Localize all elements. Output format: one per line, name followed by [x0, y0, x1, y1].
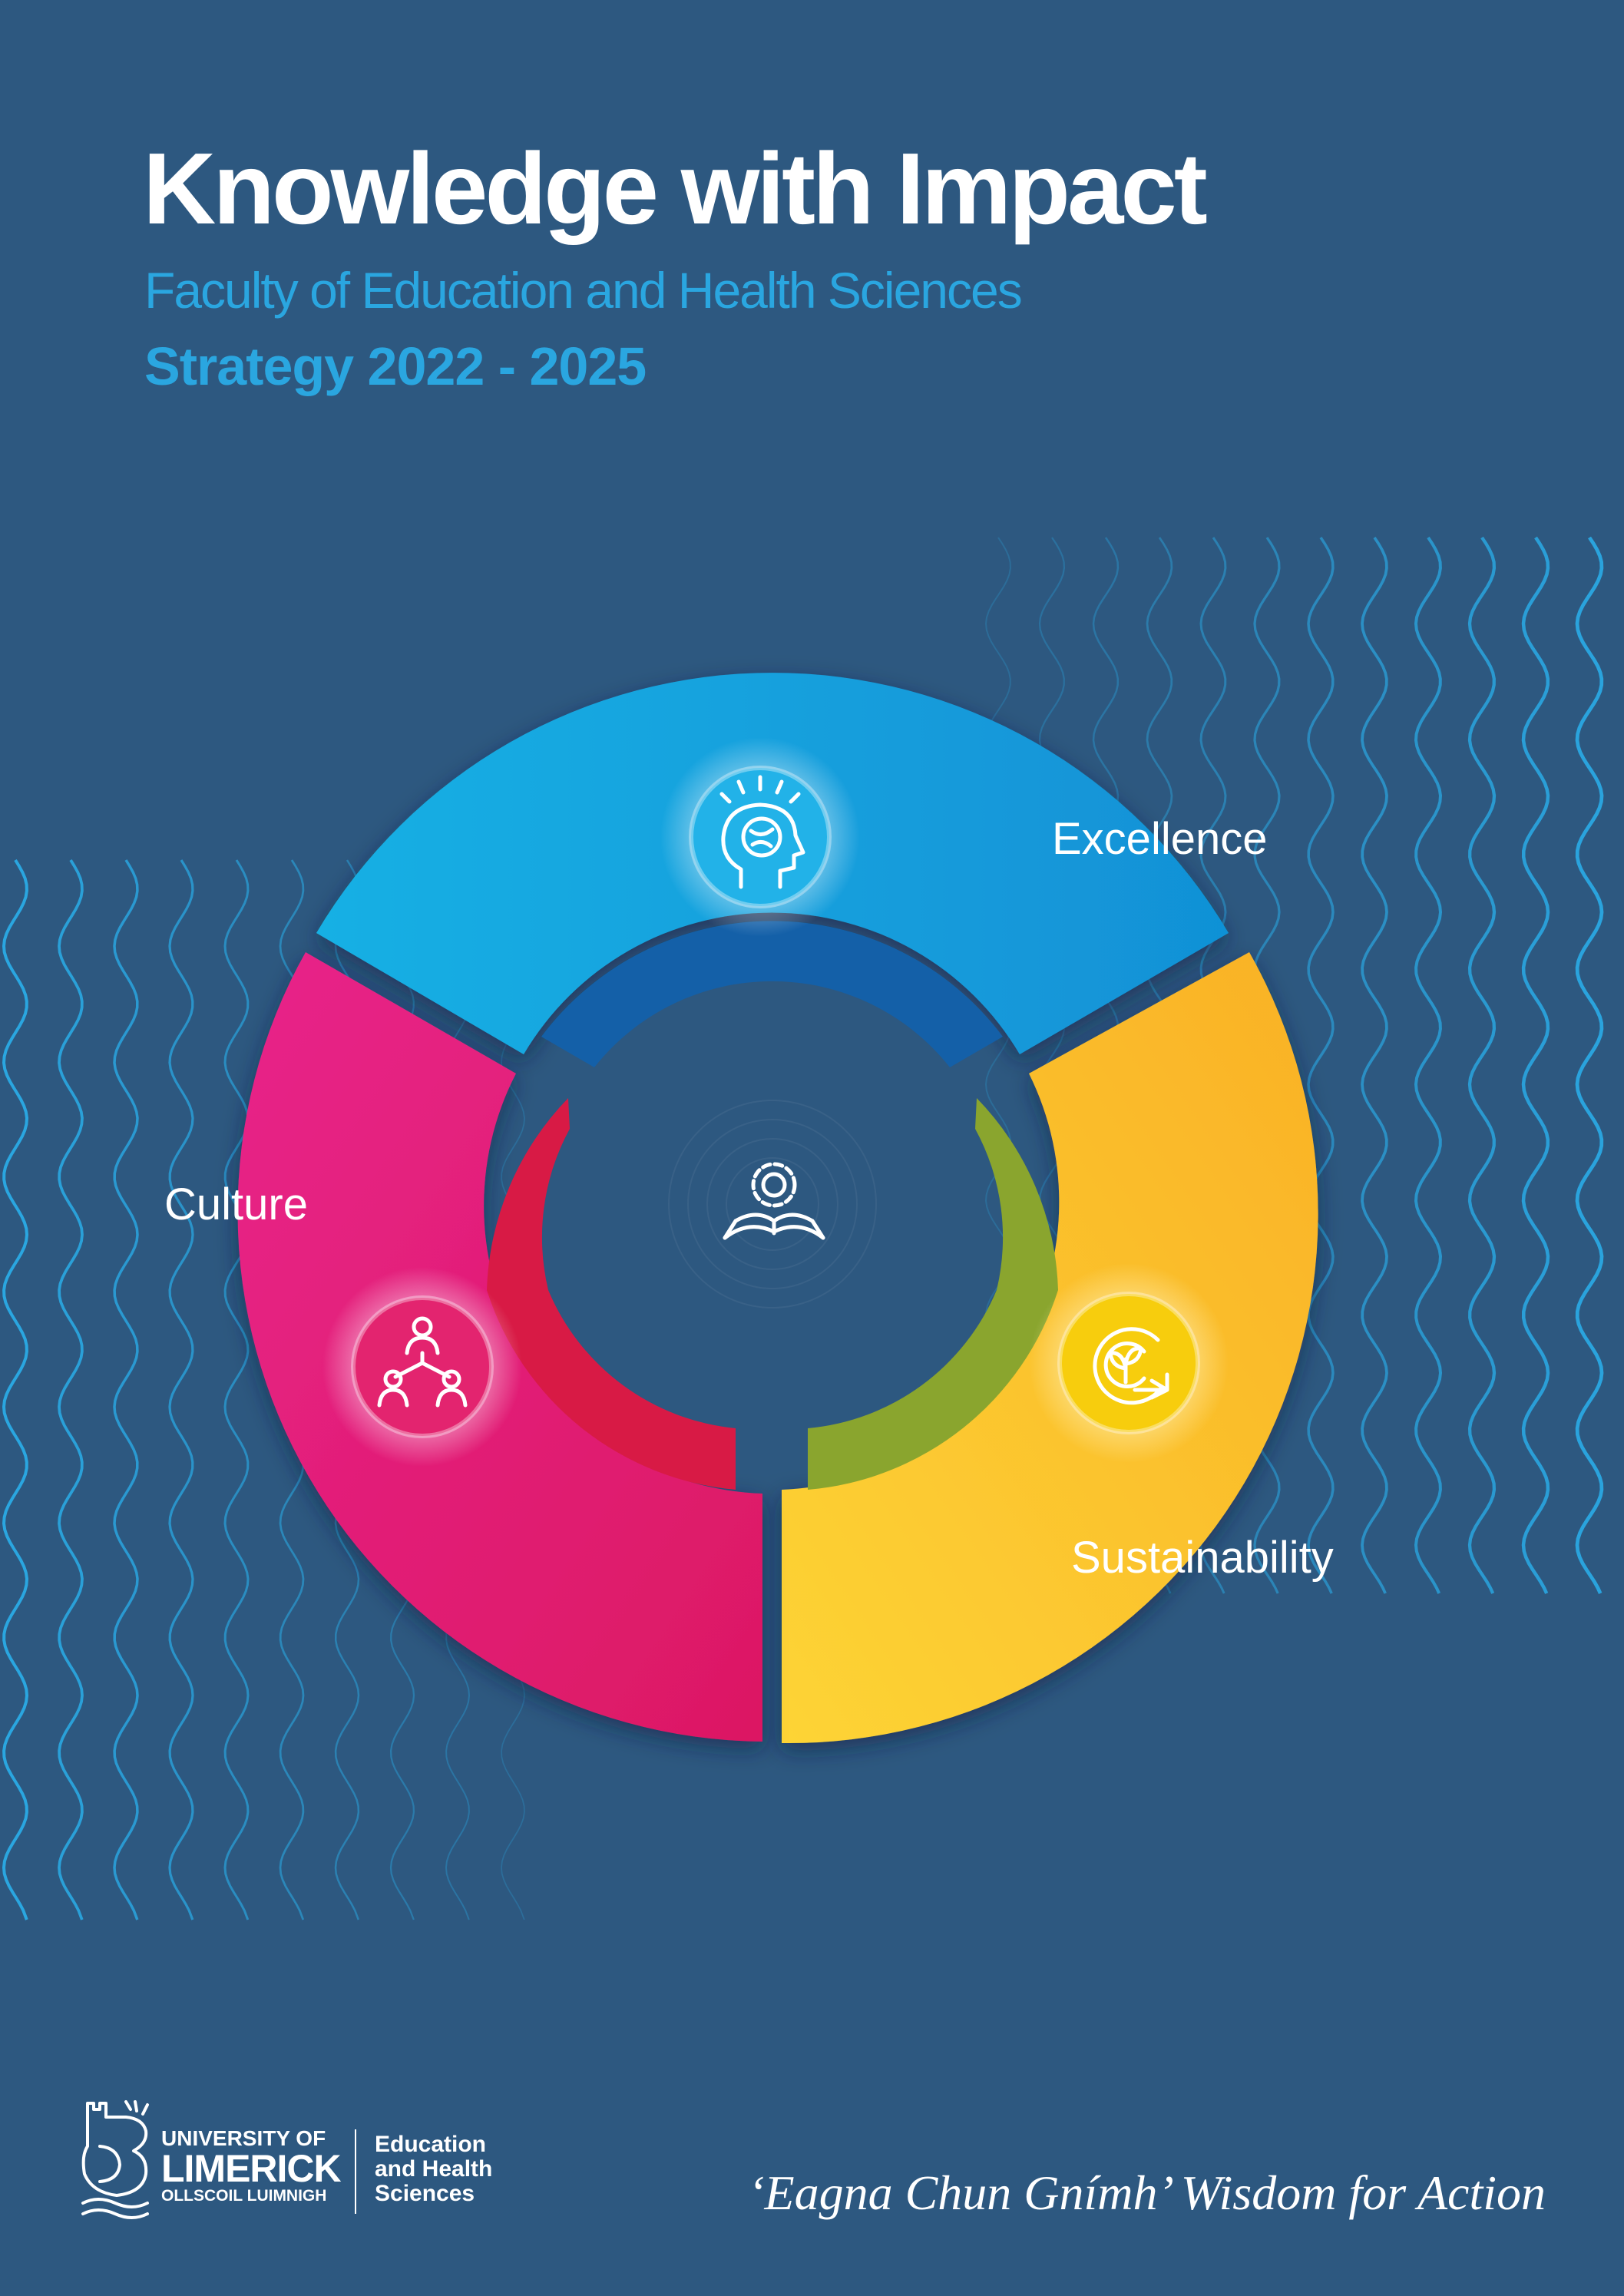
- university-logo[interactable]: UNIVERSITY OF LIMERICK OLLSCOIL LUIMNIGH…: [77, 2100, 507, 2223]
- wave-line: [168, 859, 194, 1921]
- gear-book-icon: [723, 1162, 825, 1240]
- university-motto: ‘Eagna Chun Gnímh’ Wisdom for Action: [748, 2165, 1546, 2220]
- inner-ring-excellence: [541, 921, 1003, 1067]
- wave-line: [58, 859, 84, 1921]
- logo-divider: [355, 2129, 356, 2214]
- sustainability-badge: [1029, 1263, 1229, 1463]
- wave-line: [2, 859, 29, 1921]
- wave-line: [1307, 537, 1335, 1594]
- center-hub: [668, 1100, 877, 1308]
- team-hierarchy-icon: [377, 1316, 468, 1408]
- faculty-subtitle: Faculty of Education and Health Sciences: [144, 262, 1023, 319]
- logo-line-ollscoil: OLLSCOIL LUIMNIGH: [161, 2187, 327, 2205]
- wave-line: [1521, 536, 1550, 1594]
- castle-crest-icon: [81, 2100, 149, 2219]
- logo-faculty-name: Education and Health Sciences: [375, 2132, 493, 2206]
- wave-line: [1467, 536, 1497, 1594]
- label-culture: Culture: [164, 1179, 308, 1229]
- wave-line: [1414, 536, 1443, 1594]
- label-excellence: Excellence: [1052, 814, 1268, 864]
- wave-line: [113, 859, 139, 1921]
- label-sustainability: Sustainability: [1071, 1533, 1334, 1583]
- culture-badge: [322, 1267, 522, 1467]
- brain-lightbulb-icon: [719, 775, 805, 889]
- inner-ring-culture: [487, 1098, 736, 1490]
- recycle-leaf-icon: [1093, 1327, 1169, 1405]
- wave-line: [223, 859, 250, 1921]
- inner-ring: [487, 921, 1058, 1490]
- page-title: Knowledge with Impact: [143, 132, 1208, 245]
- logo-line-limerick: LIMERICK: [161, 2147, 342, 2190]
- excellence-badge: [660, 737, 860, 937]
- wave-line: [1361, 536, 1388, 1594]
- logo-line-university-of: UNIVERSITY OF: [161, 2126, 326, 2150]
- inner-ring-sustainability: [808, 1098, 1058, 1490]
- wave-line: [1575, 536, 1604, 1594]
- strategy-years: Strategy 2022 - 2025: [144, 336, 647, 396]
